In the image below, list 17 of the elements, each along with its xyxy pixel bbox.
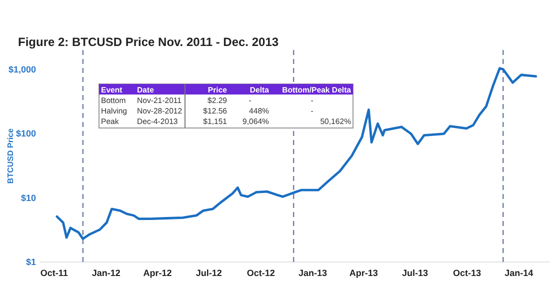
x-tick-label: Oct-13 bbox=[452, 268, 481, 278]
x-tick-label: Oct-11 bbox=[40, 268, 68, 278]
y-tick-label: $1 bbox=[26, 257, 36, 267]
y-axis-title: BTCUSD Price bbox=[6, 128, 15, 184]
y-tick-label: $100 bbox=[16, 128, 36, 139]
x-tick-label: Jul-12 bbox=[196, 268, 222, 278]
y-tick-label: $1,000 bbox=[8, 64, 36, 74]
x-tick-label: Jan-13 bbox=[298, 268, 328, 278]
x-tick-label: Oct-12 bbox=[246, 268, 275, 278]
x-tick-label: Apr-12 bbox=[143, 268, 172, 278]
x-tick-label: Jan-14 bbox=[504, 268, 534, 278]
y-tick-label: $10 bbox=[20, 192, 36, 203]
line-series bbox=[56, 67, 538, 240]
chart-title: Figure 2: BTCUSD Price Nov. 2011 - Dec. 2013 bbox=[18, 35, 279, 49]
x-tick-label: Jan-12 bbox=[92, 268, 120, 278]
x-tick-label: Jul-13 bbox=[402, 268, 428, 278]
x-tick-label: Apr-13 bbox=[349, 268, 378, 278]
